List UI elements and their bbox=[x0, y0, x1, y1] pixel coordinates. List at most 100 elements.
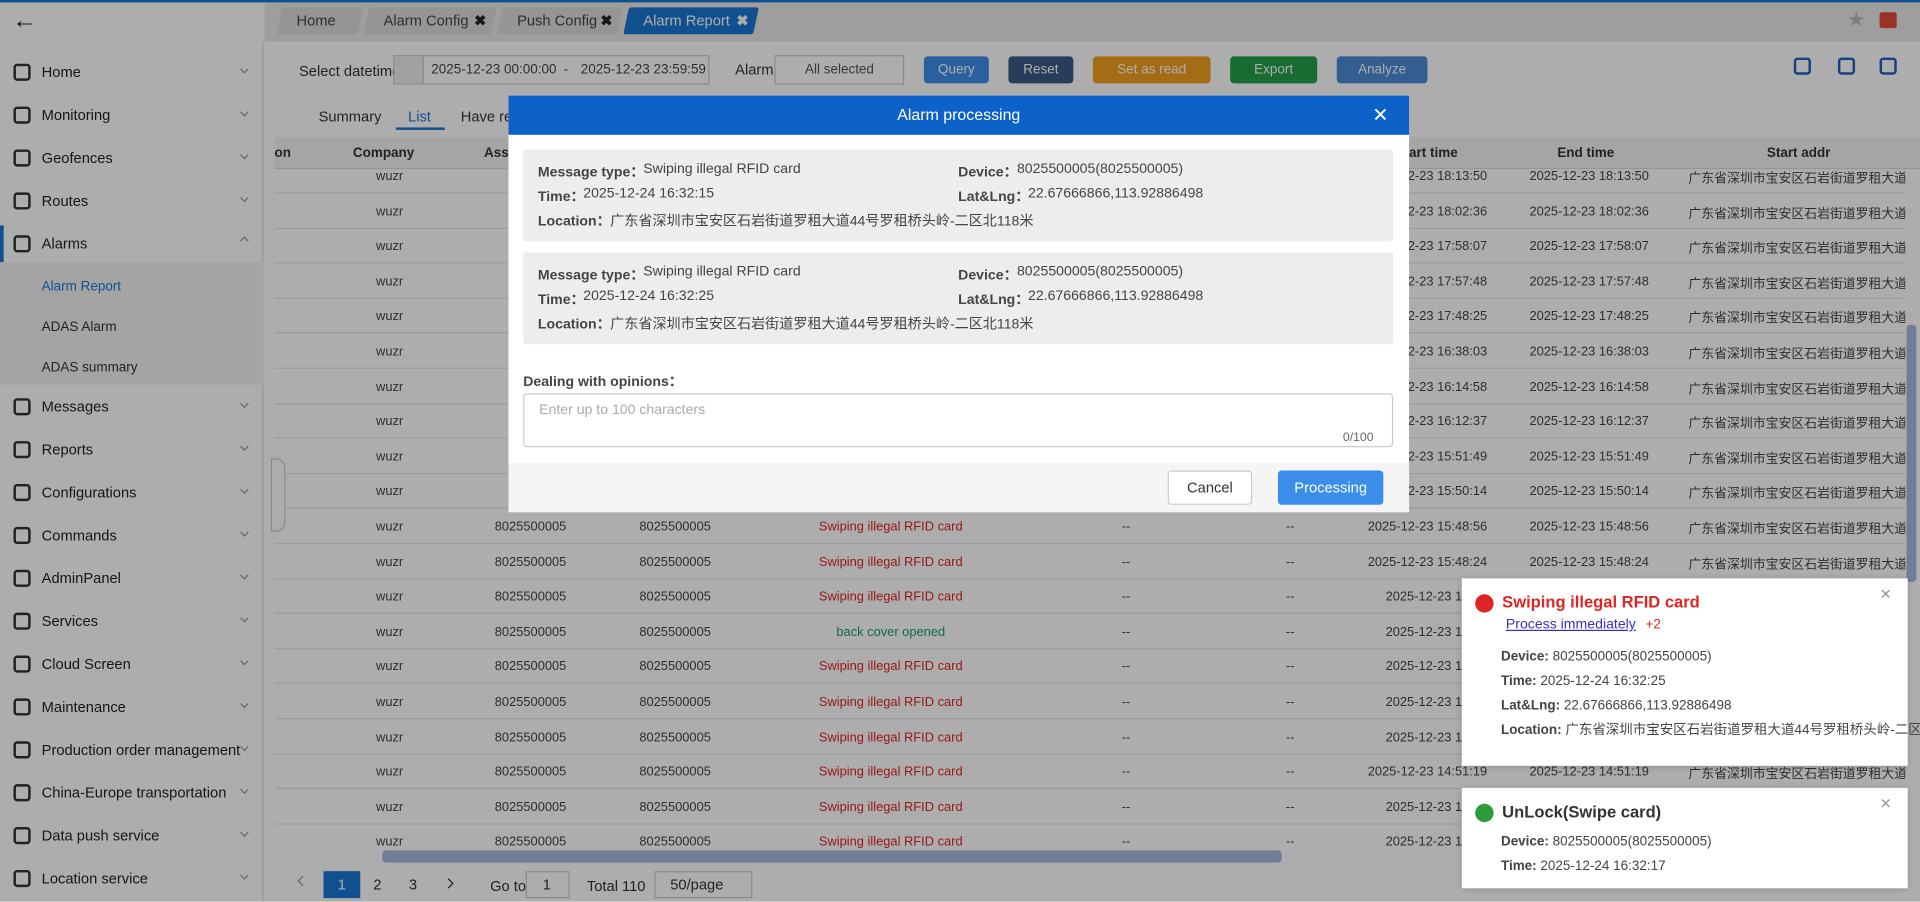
field-value: 8025500005(8025500005) bbox=[1016, 264, 1184, 280]
menu-label: Location service bbox=[41, 869, 148, 888]
goto-input[interactable]: 1 bbox=[525, 871, 570, 899]
submenu-item[interactable]: ADAS summary bbox=[41, 360, 138, 375]
menu-item[interactable]: Alarms bbox=[0, 225, 263, 263]
table-cell: 2025-12-23 17:58:07 bbox=[1529, 239, 1649, 254]
table-cell: 8025500005 bbox=[639, 554, 711, 570]
table-cell: 2025-12-23 14:51:19 bbox=[1367, 764, 1488, 780]
page-number[interactable]: 1 bbox=[323, 871, 361, 899]
line-label: Time: bbox=[1500, 858, 1541, 874]
field-label: Device： bbox=[958, 165, 1018, 181]
menu-item[interactable]: China-Europe transportation bbox=[0, 774, 263, 811]
alarm-select[interactable]: All selected bbox=[774, 55, 905, 85]
filter-button[interactable]: Export bbox=[1230, 56, 1318, 84]
table-cell: wuzr bbox=[376, 204, 404, 219]
notification-icon bbox=[1475, 803, 1494, 823]
line-value: 8025500005(8025500005) bbox=[1552, 649, 1712, 665]
table-row: wuzr 8025500005 8025500005 Swiping illegal … bbox=[274, 650, 1906, 685]
table-cell: 2025-12-23 14 bbox=[1385, 694, 1470, 710]
menu-item[interactable]: Production order management bbox=[0, 731, 263, 768]
table-cell: -- bbox=[1121, 659, 1131, 675]
menu-item[interactable]: Maintenance bbox=[0, 689, 263, 726]
field-label: Location： bbox=[537, 214, 611, 230]
table-cell: wuzr bbox=[376, 484, 404, 500]
process-link[interactable]: Process immediately bbox=[1505, 617, 1636, 633]
menu-label: Commands bbox=[41, 526, 117, 545]
filter-button[interactable]: Query bbox=[923, 56, 989, 84]
filter-button[interactable]: Reset bbox=[1008, 56, 1074, 84]
menu-item[interactable]: Cloud Screen bbox=[0, 646, 263, 683]
menu-label: Alarms bbox=[41, 235, 88, 253]
opinion-placeholder: Enter up to 100 characters bbox=[539, 403, 706, 418]
table-header-cell: Ass bbox=[483, 145, 509, 161]
menu-item[interactable]: Messages bbox=[0, 388, 263, 425]
field-label: Lat&Lng： bbox=[958, 292, 1030, 308]
page-size[interactable]: 50/page bbox=[654, 871, 753, 899]
menu-item[interactable]: Geofences bbox=[0, 140, 263, 177]
cancel-button[interactable]: Cancel bbox=[1167, 470, 1253, 505]
menu-item[interactable]: Data push service bbox=[0, 817, 263, 854]
table-cell: 8025500005 bbox=[494, 834, 567, 850]
field-value: 8025500005(8025500005) bbox=[1016, 161, 1184, 177]
notification-close[interactable]: ✕ bbox=[1879, 585, 1892, 603]
subtab-underline bbox=[395, 127, 445, 130]
date-range[interactable]: 2025-12-23 00:00:00-2025-12-23 23:59:59 bbox=[393, 55, 710, 85]
table-cell: 8025500005 bbox=[639, 764, 711, 780]
table-cell: back cover opened bbox=[836, 624, 946, 640]
menu-active-bar bbox=[0, 225, 4, 263]
line-value: 2025-12-24 16:32:17 bbox=[1540, 858, 1666, 874]
line-label: Device: bbox=[1500, 834, 1553, 850]
menu-item[interactable]: Commands bbox=[0, 517, 263, 554]
table-cell: 2025-12-23 15:50:14 bbox=[1529, 484, 1649, 500]
table-cell: -- bbox=[1121, 764, 1131, 780]
subtab[interactable]: Have re bbox=[460, 107, 513, 125]
opinion-counter: 0/100 bbox=[1342, 431, 1374, 445]
collapse-handle[interactable] bbox=[270, 458, 286, 532]
page-number[interactable]: 3 bbox=[408, 876, 418, 894]
menu-item[interactable]: Location service bbox=[0, 860, 263, 897]
notification-line: Time: 2025-12-24 16:32:17 bbox=[1501, 856, 1881, 877]
pagination: 1 2 3 Go to 1 Total 110 50/page bbox=[274, 870, 1009, 899]
table-cell: 8025500005 bbox=[639, 729, 711, 745]
menu-label: Routes bbox=[41, 192, 89, 210]
page-number[interactable]: 2 bbox=[373, 876, 382, 894]
menu-item[interactable]: Routes bbox=[0, 183, 263, 220]
modal-close[interactable]: ✕ bbox=[1372, 105, 1389, 127]
table-cell: 广东省深圳市宝安区石岩街道罗租大道44 bbox=[1688, 557, 1906, 572]
menu-item[interactable]: Services bbox=[0, 603, 263, 640]
submenu-item[interactable]: ADAS Alarm bbox=[41, 319, 117, 335]
field-value: 2025-12-24 16:32:25 bbox=[583, 289, 715, 304]
notification-line: Device: 8025500005(8025500005) bbox=[1501, 647, 1881, 668]
table-cell: 广东省深圳市宝安区石岩街道罗租大道44 bbox=[1688, 206, 1906, 222]
gift[interactable] bbox=[1879, 12, 1897, 29]
table-cell: 广东省深圳市宝安区石岩街道罗租大道44 bbox=[1688, 767, 1906, 782]
menu-item[interactable]: Configurations bbox=[0, 474, 263, 511]
subtab[interactable]: Summary bbox=[318, 107, 382, 125]
top-border bbox=[0, 0, 1920, 3]
filter-button[interactable]: Analyze bbox=[1336, 56, 1428, 84]
icon bbox=[13, 192, 31, 210]
icon bbox=[1879, 57, 1897, 75]
opinion-input[interactable]: Enter up to 100 characters 0/100 bbox=[523, 393, 1394, 448]
table-row: wuzr 2025-12-23 17:57:48 2025-12-23 17:57:… bbox=[274, 264, 1906, 299]
processing-button[interactable]: Processing bbox=[1277, 470, 1384, 505]
menu-label: Maintenance bbox=[41, 698, 126, 716]
notification-title: UnLock(Swipe card) bbox=[1502, 802, 1662, 821]
table-cell: Swiping illegal RFID card bbox=[818, 519, 963, 535]
notification-close[interactable]: ✕ bbox=[1879, 795, 1892, 813]
table-cell: 8025500005 bbox=[494, 694, 567, 710]
table-cell: Swiping illegal RFID card bbox=[818, 764, 963, 780]
menu-item[interactable]: Home bbox=[0, 54, 263, 91]
table-cell: Swiping illegal RFID card bbox=[818, 799, 963, 815]
subtab[interactable]: List bbox=[408, 107, 431, 125]
menu-item[interactable]: AdminPanel bbox=[0, 560, 263, 597]
menu-label: AdminPanel bbox=[41, 569, 121, 587]
field-label: Lat&Lng： bbox=[958, 189, 1030, 205]
menu-item[interactable]: Reports bbox=[0, 431, 263, 468]
table-cell: wuzr bbox=[376, 414, 404, 430]
table-cell: wuzr bbox=[376, 799, 404, 815]
table-cell: 广东省深圳市宝安区石岩街道罗租大道44 bbox=[1688, 381, 1906, 397]
submenu-item[interactable]: Alarm Report bbox=[41, 279, 122, 295]
filter-button[interactable]: Set as read bbox=[1092, 56, 1211, 84]
table-cell: 广东省深圳市宝安区石岩街道罗租大道44 bbox=[1688, 311, 1906, 327]
menu-item[interactable]: Monitoring bbox=[0, 97, 263, 134]
